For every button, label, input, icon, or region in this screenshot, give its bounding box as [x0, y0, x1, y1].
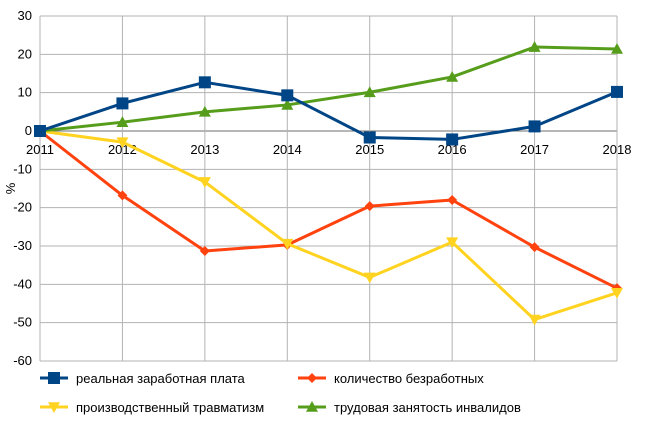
- data-point-marker: [611, 85, 623, 98]
- series-line: [39, 80, 618, 141]
- data-point-marker: [116, 116, 129, 127]
- x-tick-label: 2016: [438, 142, 467, 157]
- y-tick-label: 10: [18, 85, 32, 100]
- x-tick-label: 2015: [355, 142, 384, 157]
- data-point-marker: [198, 105, 211, 117]
- x-tick-label: 2014: [273, 142, 302, 157]
- legend-item: количество безработных: [298, 371, 484, 386]
- legend-label: количество безработных: [334, 371, 484, 386]
- x-tick-label: 2013: [190, 142, 219, 157]
- data-point-marker: [363, 131, 376, 144]
- data-point-marker: [116, 97, 129, 110]
- legend-item: трудовая занятость инвалидов: [298, 400, 521, 415]
- data-point-marker: [117, 190, 128, 201]
- legend: реальная заработная плата количество безр…: [40, 371, 521, 415]
- data-point-marker: [446, 133, 459, 146]
- data-point-marker: [198, 76, 211, 89]
- y-tick-label: -40: [13, 276, 32, 291]
- legend-label: трудовая занятость инвалидов: [334, 400, 521, 415]
- data-point-marker: [364, 201, 375, 212]
- data-point-marker: [446, 70, 459, 82]
- y-tick-label: -60: [13, 353, 32, 368]
- data-point-marker: [281, 98, 294, 110]
- y-tick-label: 0: [25, 123, 32, 138]
- data-point-marker: [447, 195, 458, 205]
- x-tick-label: 2017: [520, 142, 549, 157]
- data-point-marker: [198, 177, 211, 188]
- data-point-marker: [306, 401, 318, 412]
- data-point-marker: [281, 89, 294, 102]
- data-point-marker: [34, 125, 46, 137]
- data-point-marker: [116, 137, 129, 149]
- x-tick-label: 2011: [26, 142, 54, 157]
- series-line: [39, 129, 618, 290]
- x-axis-ticks: 2011 2012 2013 2014 2015 2016 2017 2018: [26, 142, 631, 157]
- data-point-marker: [48, 402, 60, 413]
- y-axis-label: %: [3, 182, 18, 194]
- data-point-marker: [446, 237, 459, 249]
- data-point-marker: [48, 372, 60, 384]
- data-point-marker: [611, 42, 623, 54]
- data-point-marker: [528, 314, 541, 326]
- y-tick-label: -20: [13, 200, 32, 215]
- y-tick-label: 30: [18, 8, 32, 23]
- data-point-marker: [528, 41, 541, 52]
- data-point-marker: [199, 245, 210, 256]
- series-line: [39, 129, 618, 322]
- data-point-marker: [307, 373, 317, 383]
- data-point-marker: [363, 86, 376, 98]
- x-tick-label: 2018: [603, 142, 632, 157]
- y-axis-ticks: 30 20 10 0 -10 -20 -30 -40 -50 -60: [13, 8, 32, 368]
- legend-label: производственный травматизм: [76, 400, 264, 415]
- data-point-marker: [363, 272, 376, 284]
- data-point-marker: [528, 120, 541, 133]
- gridlines: [39, 15, 618, 362]
- data-point-marker: [529, 242, 540, 253]
- y-tick-label: -30: [13, 238, 32, 253]
- legend-label: реальная заработная плата: [76, 371, 246, 386]
- y-tick-label: -10: [13, 161, 32, 176]
- legend-item: производственный травматизм: [40, 400, 264, 415]
- y-tick-label: -50: [13, 315, 32, 330]
- y-tick-label: 20: [18, 46, 32, 61]
- series-group: [34, 41, 623, 326]
- series-line: [39, 45, 618, 133]
- data-point-marker: [281, 238, 294, 250]
- legend-item: реальная заработная плата: [40, 371, 246, 386]
- data-point-marker: [611, 287, 623, 299]
- series-0: [34, 76, 623, 146]
